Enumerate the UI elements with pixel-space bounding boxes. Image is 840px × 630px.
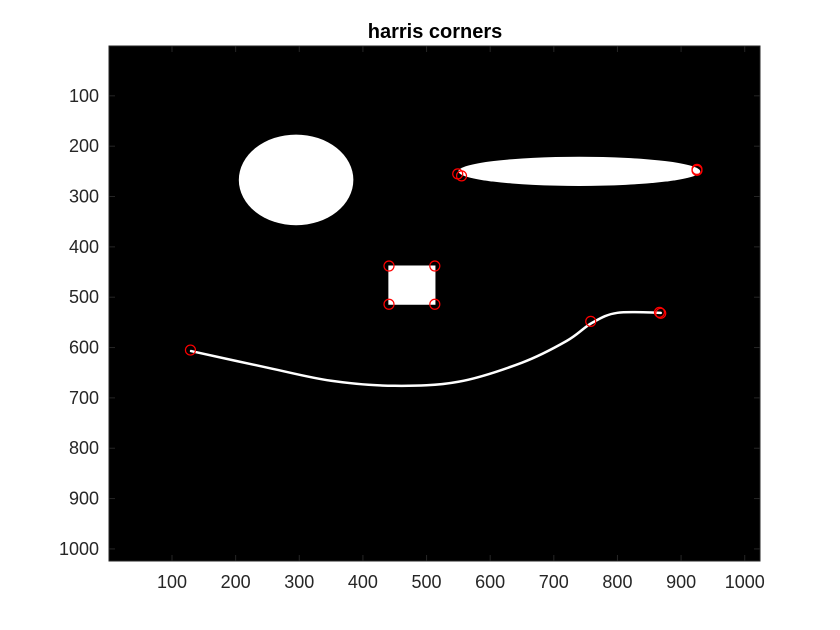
x-tick-label: 100 [157,572,187,592]
y-tick-label: 200 [69,136,99,156]
white-rectangle [388,265,436,305]
x-tick-label: 600 [475,572,505,592]
corner-marker-10 [653,306,666,318]
corner-marker-6 [383,298,395,310]
axes: 100 200 300 400 500 600 700 800 900 1000 100 200 300… [59,45,765,592]
corner-marker-11 [655,307,667,319]
y-tick-label: 600 [69,338,99,358]
y-tick-label: 400 [69,237,99,257]
y-tick-label: 100 [69,86,99,106]
corner-marker-5 [429,260,441,272]
x-tick-label: 900 [666,572,696,592]
x-tick-label: 400 [348,572,378,592]
y-tick-label: 700 [69,388,99,408]
x-tick-label: 800 [602,572,632,592]
white-ellipse-1 [458,156,701,186]
x-tick-label: 300 [284,572,314,592]
corner-marker-7 [429,298,441,310]
y-tick-label: 300 [69,187,99,207]
corner-marker-8 [184,344,197,356]
image-shapes [189,134,701,388]
corner-marker-4 [383,260,395,272]
x-tick-label: 200 [221,572,251,592]
chart-title: harris corners [368,21,503,43]
corner-markers [184,163,703,356]
axes-box [108,45,761,562]
white-ellipse-0 [238,134,354,226]
x-tick-label: 1000 [725,572,765,592]
corner-marker-9 [585,315,597,327]
y-tick-label: 900 [69,489,99,509]
corner-marker-1 [455,170,468,182]
x-tick-label: 500 [412,572,442,592]
y-tick-label: 1000 [59,539,99,559]
y-tick-label: 800 [69,438,99,458]
corner-marker-3 [691,164,703,176]
x-tick-label: 700 [539,572,569,592]
white-curve [189,310,662,388]
y-tick-label: 500 [69,287,99,307]
